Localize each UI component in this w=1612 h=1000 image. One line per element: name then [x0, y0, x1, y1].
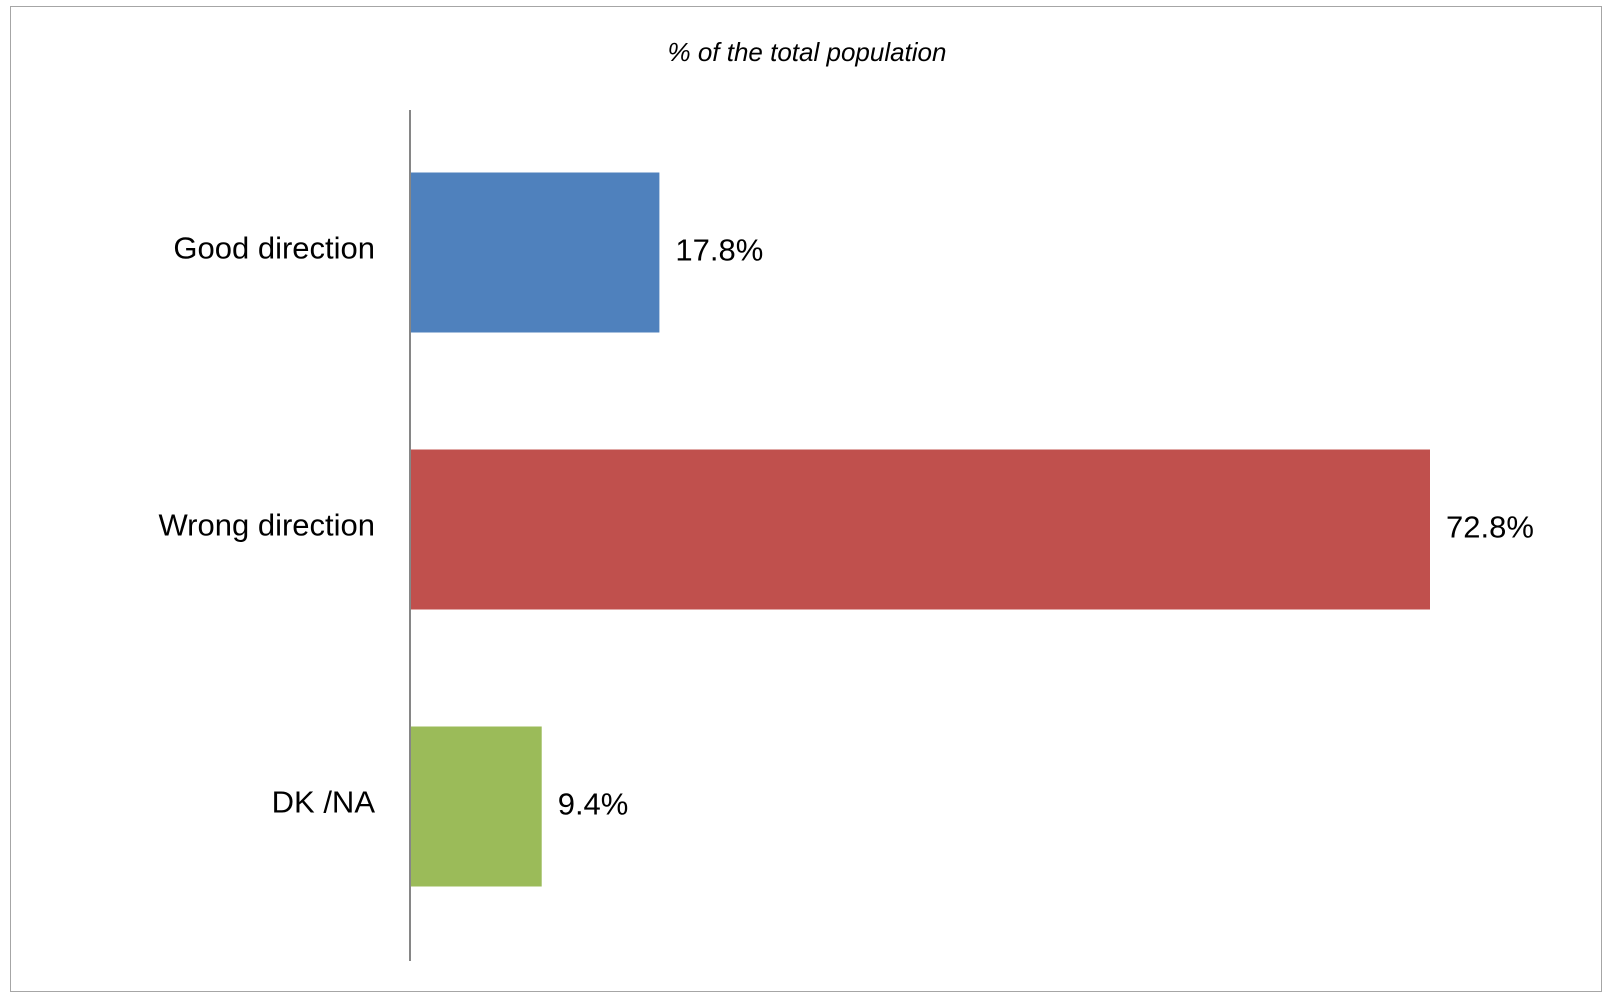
chart-title: % of the total population — [668, 37, 947, 67]
category-label-good-direction: Good direction — [173, 231, 375, 266]
bar-dk-na — [410, 726, 542, 887]
value-label-dk-na: 9.4% — [558, 787, 629, 822]
value-label-good-direction: 17.8% — [675, 233, 763, 268]
category-label-dk-na: DK /NA — [272, 785, 376, 820]
category-label-wrong-direction: Wrong direction — [158, 508, 375, 543]
bar-good-direction — [410, 172, 660, 333]
bar-chart: % of the total population Good direction… — [158, 37, 1534, 961]
value-label-wrong-direction: 72.8% — [1446, 510, 1534, 545]
chart-frame: % of the total population Good direction… — [10, 6, 1602, 992]
bar-wrong-direction — [410, 449, 1430, 610]
